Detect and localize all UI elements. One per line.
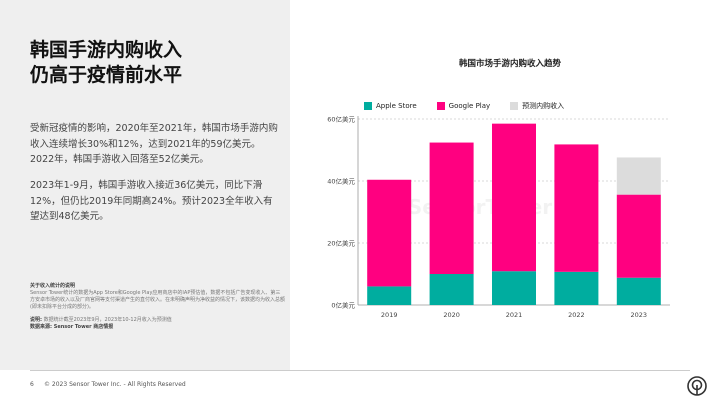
bar-segment xyxy=(429,142,474,274)
footer-divider xyxy=(30,370,690,371)
note-label: 说明: xyxy=(30,317,42,323)
x-tick-label: 2022 xyxy=(568,311,585,319)
chart-legend: Apple Store Google Play 预测内购收入 xyxy=(364,101,564,111)
chart-title: 韩国市场手游内购收入趋势 xyxy=(458,59,561,69)
notes: 关于收入统计的说明 Sensor Tower统计的数据为App Store和Go… xyxy=(30,283,285,331)
legend-item: Google Play xyxy=(436,101,491,111)
page-number: 6 xyxy=(30,381,34,388)
legend-item: Apple Store xyxy=(364,101,417,111)
title-line: 韩国手游内购收入 xyxy=(30,39,183,61)
legend-swatch xyxy=(436,102,445,110)
legend-label: Apple Store xyxy=(376,102,417,110)
legend-swatch xyxy=(510,102,519,110)
paragraph: 受新冠疫情的影响，2020年至2021年，韩国市场手游内购收入连续增长30%和1… xyxy=(30,123,278,165)
bar-segment xyxy=(616,157,661,195)
sensor-tower-logo-icon xyxy=(687,376,707,396)
legend-swatch xyxy=(364,102,372,110)
y-tick-label: 20亿美元 xyxy=(327,239,355,248)
footer: 6 © 2023 Sensor Tower Inc. - All Rights … xyxy=(0,370,720,405)
legend-label: 预测内购收入 xyxy=(522,102,565,110)
page-title: 韩国手游内购收入 仍高于疫情前水平 xyxy=(30,38,182,88)
bar-segment xyxy=(429,274,474,305)
y-tick-label: 60亿美元 xyxy=(327,115,355,124)
left-panel: 韩国手游内购收入 仍高于疫情前水平 受新冠疫情的影响，2020年至2021年，韩国… xyxy=(0,0,290,370)
bar-segment xyxy=(616,277,661,305)
x-tick-label: 2020 xyxy=(443,311,460,319)
bar-segment xyxy=(554,144,599,272)
y-tick-label: 40亿美元 xyxy=(327,177,355,186)
bar-segment xyxy=(367,179,412,287)
bar-segment xyxy=(367,286,412,305)
legend-label: Google Play xyxy=(448,102,491,110)
x-tick-label: 2021 xyxy=(506,311,523,319)
bar-segment xyxy=(554,271,599,305)
notes-body: Sensor Tower统计的数据为App Store和Google Play应… xyxy=(30,290,286,310)
y-tick-label: 0亿美元 xyxy=(331,301,355,310)
bar-segment xyxy=(492,123,536,272)
copyright: © 2023 Sensor Tower Inc. - All Rights Re… xyxy=(44,381,186,388)
source-label: 数据来源: Sensor Tower 商店情报 xyxy=(30,324,114,330)
bar-segment xyxy=(492,271,536,305)
title-line: 仍高于疫情前水平 xyxy=(30,64,183,86)
x-tick-label: 2019 xyxy=(381,311,398,319)
legend-item: 预测内购收入 xyxy=(510,101,564,111)
note-text: 数据统计截至2023年9月，2023年10-12月收入为预测值 xyxy=(42,317,172,323)
notes-heading: 关于收入统计的说明 xyxy=(30,283,76,289)
bar-segment xyxy=(616,194,661,278)
paragraph: 2023年1-9月，韩国手游收入接近36亿美元，同比下滑12%，但仍比2019年… xyxy=(30,180,273,222)
x-tick-label: 2023 xyxy=(631,311,648,319)
